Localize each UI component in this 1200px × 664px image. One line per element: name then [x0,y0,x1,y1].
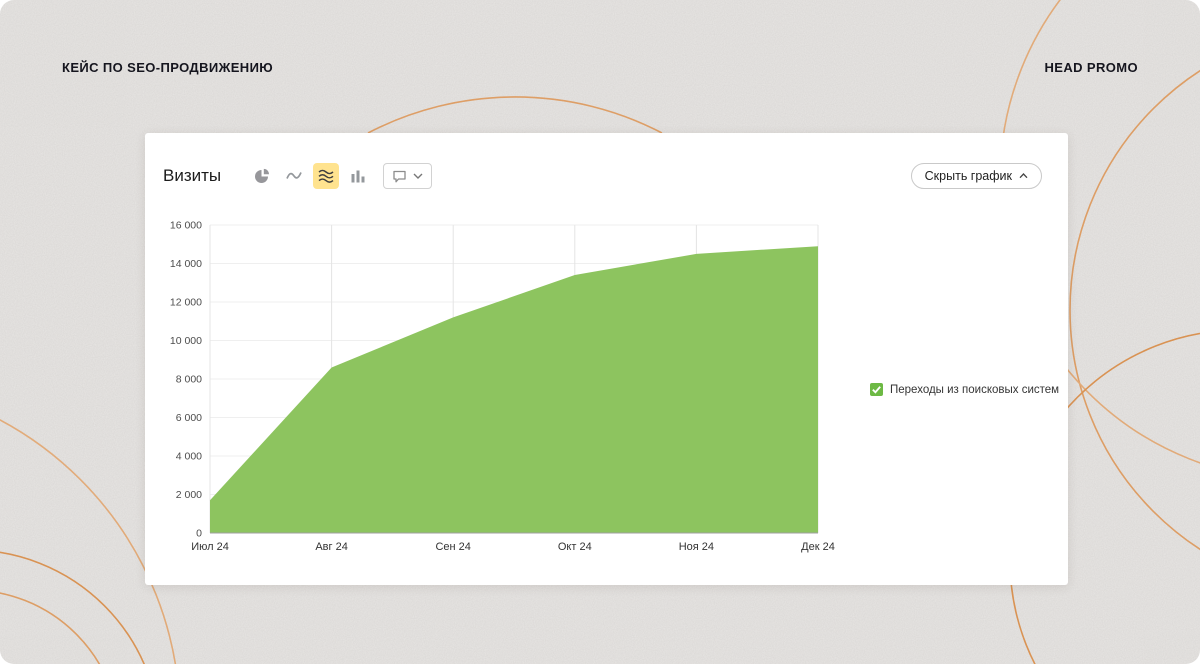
svg-text:Дек 24: Дек 24 [801,541,835,553]
arc-corner-2 [0,551,145,664]
chart-legend: Переходы из поисковых систем [870,383,1059,396]
stacked-area-chart-icon[interactable] [313,163,340,189]
svg-text:Авг 24: Авг 24 [315,541,347,553]
legend-label: Переходы из поисковых систем [890,383,1060,396]
svg-text:14 000: 14 000 [170,258,202,270]
comment-icon [392,169,407,184]
chart-type-toolbar [249,163,371,189]
svg-text:12 000: 12 000 [170,297,202,309]
legend-checkbox[interactable] [870,383,883,396]
annotations-dropdown[interactable] [383,163,433,189]
hide-chart-button[interactable]: Скрыть график [910,163,1042,189]
line-chart-icon[interactable] [281,163,307,189]
visits-area-chart[interactable]: 0 2 000 4 000 6 000 8 000 10 000 12 000 14 000 1… [163,217,853,557]
svg-text:6 000: 6 000 [176,412,202,424]
svg-text:Ноя 24: Ноя 24 [679,541,714,553]
hide-chart-label: Скрыть график [924,169,1012,183]
brand-logo: HEAD PROMO [1044,60,1138,75]
svg-text:0: 0 [196,528,202,540]
arc-corner-1 [0,592,101,664]
widget-header: Визиты [145,133,1068,189]
chevron-up-icon [1019,173,1028,179]
svg-text:4 000: 4 000 [176,451,202,463]
svg-text:Сен 24: Сен 24 [435,541,470,553]
chevron-down-icon [413,173,423,179]
pie-chart-icon[interactable] [249,163,275,189]
chart-area: 0 2 000 4 000 6 000 8 000 10 000 12 000 14 000 1… [163,217,853,562]
column-chart-icon[interactable] [345,163,371,189]
svg-text:8 000: 8 000 [176,374,202,386]
arc-top [367,96,663,134]
svg-text:Июл 24: Июл 24 [191,541,229,553]
svg-text:Окт 24: Окт 24 [558,541,592,553]
widget-title: Визиты [163,166,222,185]
metrica-widget-card: Визиты [145,133,1068,585]
arc-right-1 [1069,69,1200,551]
svg-text:2 000: 2 000 [176,489,202,501]
legend-item[interactable]: Переходы из поисковых систем [870,383,1059,396]
svg-text:16 000: 16 000 [170,220,202,232]
page-title: КЕЙС ПО SEO-ПРОДВИЖЕНИЮ [62,60,274,75]
svg-text:10 000: 10 000 [170,335,202,347]
